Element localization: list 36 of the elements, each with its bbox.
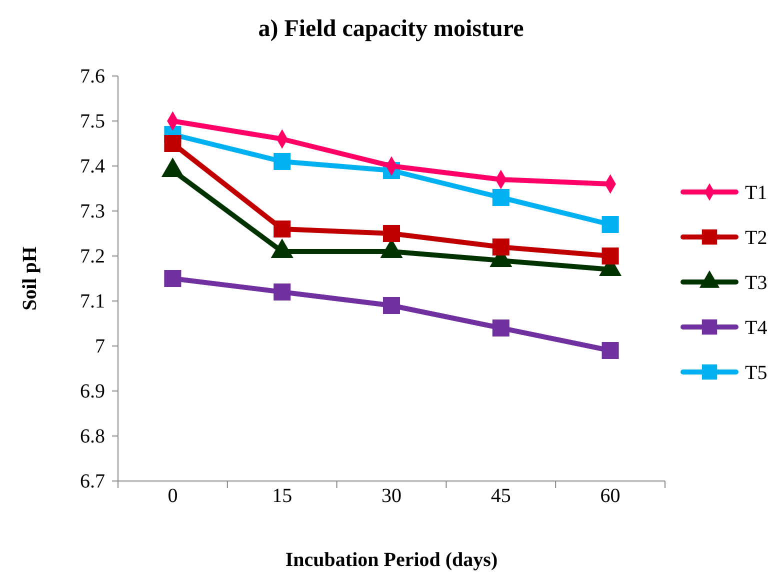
- point: [492, 238, 510, 256]
- y-tick-label: 7.5: [80, 110, 105, 132]
- y-tick-label: 6.9: [80, 380, 105, 402]
- x-tick-label: 30: [382, 485, 402, 507]
- point: [164, 134, 182, 152]
- legend-label: T3: [745, 272, 768, 294]
- point: [602, 247, 619, 265]
- legend-label: T5: [745, 362, 768, 384]
- y-axis-title: Soil pH: [19, 246, 41, 310]
- y-tick-label: 7.4: [80, 155, 105, 178]
- y-tick-label: 6.8: [80, 425, 105, 448]
- x-axis-title: Incubation Period (days): [285, 549, 498, 571]
- point: [382, 296, 400, 314]
- point: [492, 319, 510, 337]
- y-tick-label: 7.2: [80, 245, 105, 268]
- point: [492, 188, 510, 206]
- y-tick-label: 7.3: [80, 200, 105, 222]
- x-tick-label: 60: [600, 485, 620, 507]
- point: [602, 216, 619, 234]
- x-tick-label: 0: [168, 485, 178, 507]
- point: [164, 270, 182, 288]
- y-tick-label: 6.7: [80, 470, 105, 492]
- y-tick-label: 7.1: [80, 290, 105, 312]
- y-tick-label: 7: [95, 335, 105, 358]
- x-tick-label: 15: [272, 485, 292, 507]
- point: [274, 220, 291, 238]
- legend-label: T2: [745, 227, 768, 249]
- point: [274, 152, 291, 170]
- chart-title: a) Field capacity moisture: [258, 16, 524, 42]
- legend-label: T4: [745, 317, 768, 339]
- point: [274, 283, 291, 301]
- point: [602, 342, 619, 360]
- point: [382, 224, 400, 242]
- x-tick-label: 45: [490, 485, 511, 507]
- legend-label: T1: [745, 182, 768, 204]
- y-tick-label: 7.6: [80, 65, 105, 88]
